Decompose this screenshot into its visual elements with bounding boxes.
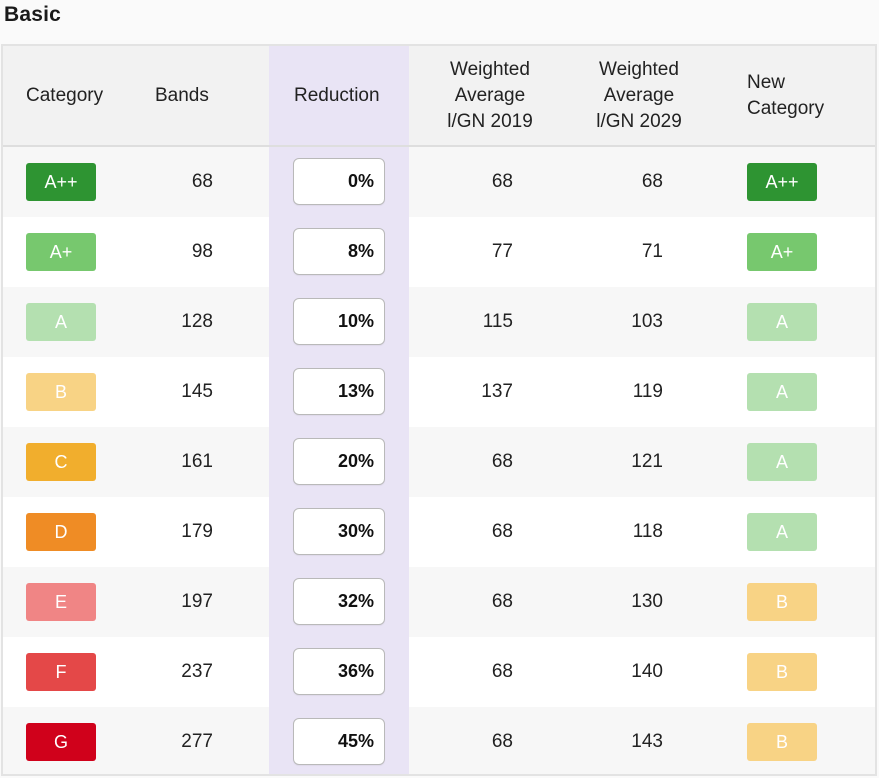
reduction-header-highlight <box>269 46 409 145</box>
header-reduction: Reduction <box>294 84 380 106</box>
weighted-average-2029-value: 71 <box>641 241 663 262</box>
bands-value: 128 <box>181 311 213 332</box>
category-badge: A <box>26 303 96 341</box>
category-badge: D <box>26 513 96 551</box>
reduction-input[interactable]: 20% <box>293 438 385 485</box>
weighted-average-2019-value: 68 <box>491 451 513 472</box>
bands-value: 145 <box>181 381 213 402</box>
weighted-average-2019-value: 68 <box>491 661 513 682</box>
weighted-average-2019-value: 115 <box>482 311 513 332</box>
weighted-average-2019-value: 68 <box>491 591 513 612</box>
new-category-badge: B <box>747 723 817 761</box>
reduction-input[interactable]: 36% <box>293 648 385 695</box>
new-category-badge: A <box>747 303 817 341</box>
table-body: A++ 68 0% 68 68 A++ A+ 98 8% 77 71 A+ A … <box>3 147 875 774</box>
table-row: B 145 13% 137 119 A <box>3 357 875 427</box>
weighted-average-2029-value: 103 <box>631 311 663 332</box>
new-category-badge: B <box>747 583 817 621</box>
table-row: A+ 98 8% 77 71 A+ <box>3 217 875 287</box>
table-row: A 128 10% 115 103 A <box>3 287 875 357</box>
weighted-average-2029-value: 143 <box>631 731 663 752</box>
header-new-category: New Category <box>747 71 825 119</box>
header-bands: Bands <box>155 84 209 106</box>
bands-value: 197 <box>181 591 213 612</box>
bands-value: 277 <box>181 731 213 752</box>
new-category-badge: A++ <box>747 163 817 201</box>
weighted-average-2029-value: 140 <box>631 661 663 682</box>
weighted-average-2029-value: 68 <box>641 171 663 192</box>
weighted-average-2019-value: 77 <box>491 241 513 262</box>
reduction-input[interactable]: 13% <box>293 368 385 415</box>
header-weighted-average-2029: Weighted Average l/GN 2029 <box>596 58 682 132</box>
table-row: D 179 30% 68 118 A <box>3 497 875 567</box>
reduction-input[interactable]: 30% <box>293 508 385 555</box>
bands-value: 179 <box>181 521 213 542</box>
reduction-input[interactable]: 8% <box>293 228 385 275</box>
table-row: A++ 68 0% 68 68 A++ <box>3 147 875 217</box>
table-row: F 237 36% 68 140 B <box>3 637 875 707</box>
reduction-input[interactable]: 32% <box>293 578 385 625</box>
table-row: G 277 45% 68 143 B <box>3 707 875 774</box>
table-row: C 161 20% 68 121 A <box>3 427 875 497</box>
category-badge: G <box>26 723 96 761</box>
weighted-average-2019-value: 68 <box>491 521 513 542</box>
weighted-average-2029-value: 118 <box>632 521 663 542</box>
new-category-badge: A <box>747 443 817 481</box>
header-category: Category <box>26 84 104 106</box>
weighted-average-2019-value: 68 <box>491 171 513 192</box>
reduction-input[interactable]: 0% <box>293 158 385 205</box>
section-title: Basic <box>4 3 62 26</box>
category-table: Category Bands Reduction Weighted Averag… <box>1 44 877 776</box>
new-category-badge: A <box>747 373 817 411</box>
category-badge: C <box>26 443 96 481</box>
category-badge: A++ <box>26 163 96 201</box>
new-category-badge: A+ <box>747 233 817 271</box>
reduction-input[interactable]: 10% <box>293 298 385 345</box>
weighted-average-2029-value: 121 <box>631 451 663 472</box>
new-category-badge: B <box>747 653 817 691</box>
header-weighted-average-2019: Weighted Average l/GN 2019 <box>447 58 533 132</box>
table-header: Category Bands Reduction Weighted Averag… <box>3 46 875 147</box>
category-badge: E <box>26 583 96 621</box>
category-badge: B <box>26 373 96 411</box>
bands-value: 98 <box>191 241 213 262</box>
weighted-average-2029-value: 119 <box>632 381 663 402</box>
table-row: E 197 32% 68 130 B <box>3 567 875 637</box>
weighted-average-2019-value: 68 <box>491 731 513 752</box>
category-badge: A+ <box>26 233 96 271</box>
bands-value: 237 <box>181 661 213 682</box>
new-category-badge: A <box>747 513 817 551</box>
weighted-average-2019-value: 137 <box>481 381 513 402</box>
weighted-average-2029-value: 130 <box>631 591 663 612</box>
bands-value: 68 <box>191 171 213 192</box>
bands-value: 161 <box>181 451 213 472</box>
category-badge: F <box>26 653 96 691</box>
reduction-input[interactable]: 45% <box>293 718 385 765</box>
